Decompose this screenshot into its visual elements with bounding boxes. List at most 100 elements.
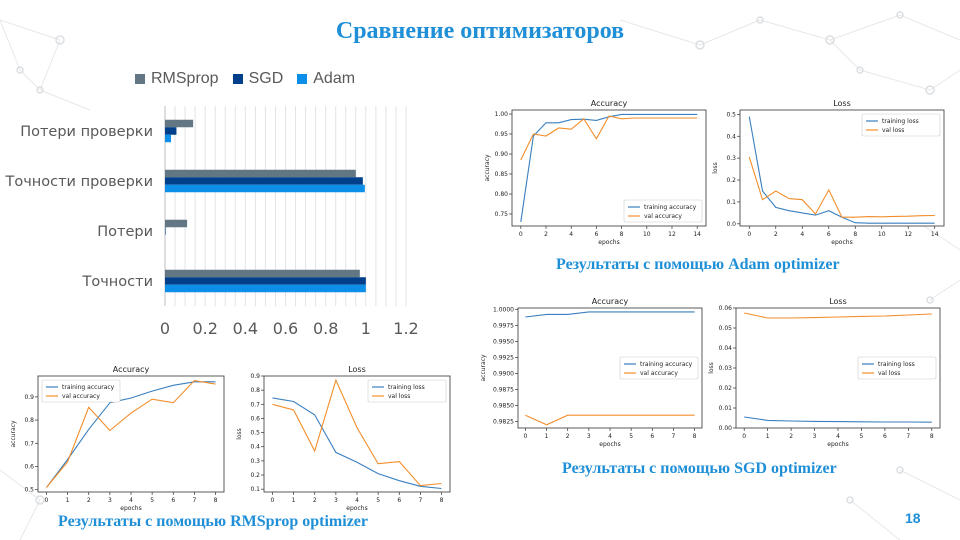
- y-tick-label-0: 0.75: [495, 211, 509, 218]
- chart-title: Accuracy: [113, 365, 150, 374]
- legend-swatch-sgd: [232, 74, 243, 84]
- y-tick-label-5: 0.9950: [493, 338, 514, 345]
- x-tick-label-3: 3: [587, 433, 591, 440]
- x-axis-label: epochs: [598, 239, 619, 246]
- y-axis-label: accuracy: [484, 154, 491, 182]
- x-tick-label-5: 5: [376, 497, 380, 504]
- legend-label-training-accuracy: training accuracy: [644, 204, 697, 211]
- chart-legend: training accuracy val accuracy: [41, 379, 121, 403]
- y-tick-label-2: 0.7: [24, 440, 34, 447]
- y-tick-label-1: 0.1: [726, 199, 736, 206]
- y-axis-label: accuracy: [10, 420, 17, 448]
- x-tick-label-8: 8: [930, 433, 934, 440]
- category-label-3: Точности: [82, 274, 154, 290]
- bar-adam-3: [165, 284, 366, 293]
- x-tick-label-7: 14: [931, 231, 939, 238]
- y-tick-label-0: 0.9825: [493, 419, 514, 426]
- legend-label-val-loss: val loss: [388, 393, 410, 400]
- x-tick-label-5: 5: [629, 433, 633, 440]
- y-tick-label-5: 0.6: [250, 415, 260, 422]
- x-tick-label-1: 1: [766, 433, 770, 440]
- y-tick-label-2: 0.3: [250, 458, 260, 465]
- x-tick-label-5: 5: [150, 497, 154, 504]
- x-axis-label: epochs: [831, 239, 852, 246]
- x-tick-label-4: 4: [608, 433, 612, 440]
- series-line-val-accuracy: [520, 115, 698, 161]
- x-axis-label: epochs: [599, 441, 620, 448]
- x-tick-label-3: 3: [813, 433, 817, 440]
- x-tick-label-2: 4: [569, 231, 573, 238]
- bar-rmsprop-0: [165, 119, 194, 128]
- x-tick-label-4: 4: [129, 497, 133, 504]
- legend-label-training-loss: training loss: [878, 361, 915, 368]
- legend-item-rmsprop: RMSprop: [135, 70, 219, 88]
- series-line-training-accuracy: [46, 381, 216, 488]
- x-tick-label-4: 4: [836, 433, 840, 440]
- series-line-training-loss: [272, 397, 442, 490]
- x-tick-label-6: 6: [883, 433, 887, 440]
- x-tick-label-8: 8: [440, 497, 444, 504]
- x-tick-label-6: 12: [668, 231, 676, 238]
- x-tick-label-1: 1: [545, 433, 549, 440]
- x-tick-label-4: 8: [853, 231, 857, 238]
- slide-title: Сравнение оптимизаторов: [335, 18, 625, 44]
- sgd-accuracy-chart: Accuracy 0 1 2 3 4 5 6 7 8 0.9825 0.9850 0.9875 0.990…: [480, 297, 703, 448]
- x-tick-label-3: 3: [334, 497, 338, 504]
- x-tick-label-0: 0: [747, 231, 751, 238]
- caption-adam: Результаты с помощью Adam optimizer: [556, 256, 840, 273]
- rmsprop-loss-chart: Loss 0 1 2 3 4 5 6 7 8 0.1 0.2 0.3 0.4 0.5 0.6 0.7 0.8 0.9…: [236, 365, 451, 512]
- series-line-training-accuracy: [525, 311, 695, 318]
- y-tick-label-2: 0.02: [719, 385, 733, 392]
- legend-label-training-accuracy: training accuracy: [62, 384, 115, 391]
- x-tick-label-2: 2: [789, 433, 793, 440]
- legend-label-val-loss: val loss: [878, 370, 900, 377]
- x-tick-label-7: 7: [906, 433, 910, 440]
- legend-box: [857, 356, 937, 380]
- x-tick-label-1: 2: [544, 231, 548, 238]
- y-tick-label-1: 0.6: [24, 463, 34, 470]
- x-tick-label-3: 6: [594, 231, 598, 238]
- legend-label-training-loss: training loss: [882, 118, 919, 125]
- y-tick-label-4: 0.5: [250, 430, 260, 437]
- x-tick-label-1: 2: [774, 231, 778, 238]
- legend-box: [861, 113, 941, 137]
- y-tick-label-5: 0.5: [726, 111, 736, 118]
- caption-sgd: Результаты с помощью SGD optimizer: [562, 460, 837, 477]
- y-tick-label-0: 0.0: [726, 221, 736, 228]
- y-tick-label-6: 0.9975: [493, 322, 514, 329]
- x-tick-label-0: 0: [519, 231, 523, 238]
- bar-rmsprop-3: [165, 269, 360, 278]
- caption-rmsprop: Результаты с помощью RMSprop optimizer: [58, 513, 368, 530]
- y-tick-label-4: 0.9925: [493, 354, 514, 361]
- legend-swatch-rmsprop: [135, 74, 145, 84]
- legend-label-val-accuracy: val accuracy: [644, 213, 682, 220]
- y-tick-label-4: 0.9: [24, 394, 34, 401]
- x-tick-label-2: 4: [800, 231, 804, 238]
- y-axis-label: loss: [712, 162, 719, 174]
- y-tick-label-7: 0.8: [250, 387, 260, 394]
- bar-sgd-3: [165, 277, 366, 285]
- legend-label-adam: Adam: [313, 70, 356, 87]
- legend-box: [623, 199, 703, 223]
- x-axis-label: epochs: [827, 441, 848, 448]
- x-tick-label-0: 0: [742, 433, 746, 440]
- legend-box: [41, 379, 121, 403]
- x-tick-label-8: 8: [693, 433, 697, 440]
- chart-legend: training loss val loss: [367, 379, 447, 403]
- page-number: 18: [905, 510, 921, 526]
- y-tick-label-0: 0.1: [250, 486, 260, 493]
- bar-sgd-0: [165, 127, 177, 135]
- y-tick-label-3: 0.90: [495, 151, 509, 158]
- x-tick-label-1: 0.2: [192, 319, 217, 338]
- legend-label-val-loss: val loss: [882, 127, 904, 134]
- optimizer-comparison-bar-chart: Потери проверки Точности проверки Потери То…: [4, 106, 419, 338]
- x-tick-label-4: 4: [355, 497, 359, 504]
- x-tick-label-5: 10: [878, 231, 886, 238]
- y-tick-label-2: 0.2: [726, 177, 736, 184]
- x-tick-label-3: 3: [108, 497, 112, 504]
- x-axis-label: epochs: [346, 505, 367, 512]
- y-tick-label-4: 0.95: [495, 131, 509, 138]
- legend-label-training-accuracy: training accuracy: [640, 361, 693, 368]
- bar-chart-legend: RMSprop SGD Adam: [135, 70, 355, 88]
